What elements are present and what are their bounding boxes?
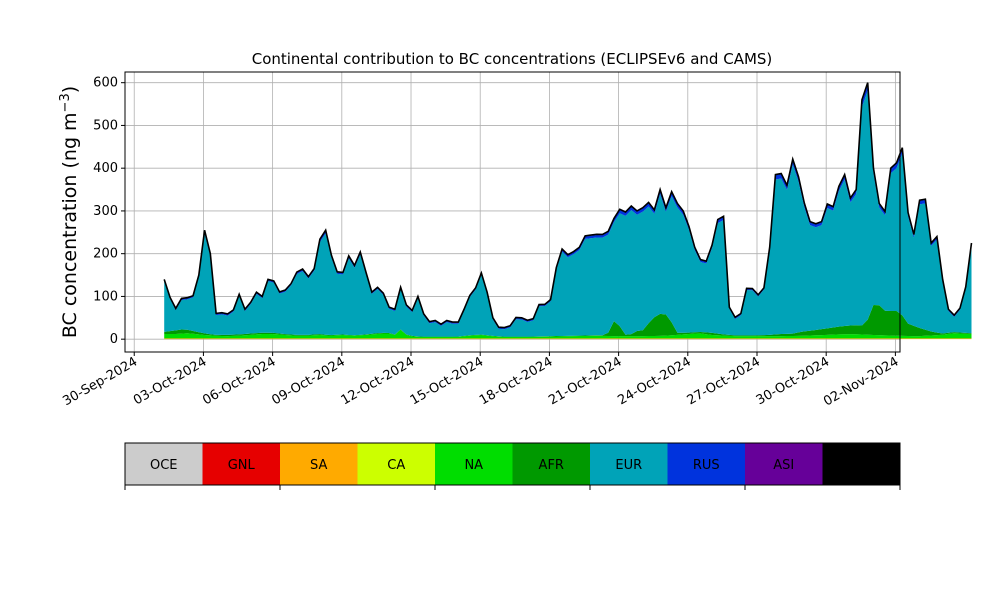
y-axis: 0 100 200 300 400 500 600 xyxy=(93,76,125,347)
legend-label-sa: SA xyxy=(310,458,327,473)
x-tick-label: 12-Oct-2024 xyxy=(339,354,417,408)
legend-swatch-afr xyxy=(512,443,591,485)
legend-swatch-ca xyxy=(357,443,436,485)
legend-label-ca: CA xyxy=(387,458,405,473)
y-axis-label: BC concentration (ng m−3) xyxy=(58,86,81,338)
y-tick-label: 0 xyxy=(110,332,118,347)
legend-swatch-sa xyxy=(280,443,358,485)
x-tick-label: 30-Sep-2024 xyxy=(60,354,140,409)
area-na xyxy=(164,329,972,339)
legend-label-na: NA xyxy=(464,458,483,473)
area-eur xyxy=(164,90,972,337)
x-tick-label: 02-Nov-2024 xyxy=(821,354,901,409)
legend-label-rus: RUS xyxy=(693,458,720,473)
legend-swatch-na xyxy=(435,443,513,485)
x-tick-label: 03-Oct-2024 xyxy=(131,354,209,408)
legend-swatch-asi xyxy=(745,443,823,485)
x-tick-label: 21-Oct-2024 xyxy=(546,354,624,408)
legend-frame xyxy=(124,442,901,486)
legend-label-afr: AFR xyxy=(539,458,564,473)
legend-label-asi: ASI xyxy=(773,458,794,473)
x-tick-label: 27-Oct-2024 xyxy=(685,354,763,408)
legend-swatch-aus xyxy=(822,443,901,485)
stacked-areas xyxy=(163,82,973,340)
y-tick-label: 400 xyxy=(93,161,118,176)
y-tick-label: 600 xyxy=(93,76,118,91)
legend-label-eur: EUR xyxy=(615,458,642,473)
x-tick-label: 06-Oct-2024 xyxy=(200,354,278,408)
legend-swatch-gnl xyxy=(202,443,281,485)
y-tick-label: 200 xyxy=(93,247,118,262)
legend-label-oce: OCE xyxy=(150,458,178,473)
x-tick-label: 18-Oct-2024 xyxy=(477,354,555,408)
legend-label-gnl: GNL xyxy=(228,458,256,473)
legend-swatch-oce xyxy=(125,443,203,485)
series-total-line xyxy=(163,82,973,329)
x-axis: 30-Sep-202403-Oct-202406-Oct-202409-Oct-… xyxy=(60,352,901,409)
legend-label-aus: AUS xyxy=(848,458,875,473)
plot-frame xyxy=(124,71,901,353)
x-tick-label: 24-Oct-2024 xyxy=(615,354,693,408)
x-tick-label: 15-Oct-2024 xyxy=(408,354,486,408)
y-tick-label: 100 xyxy=(93,289,118,304)
x-tick-label: 09-Oct-2024 xyxy=(269,354,347,408)
chart-title: Continental contribution to BC concentra… xyxy=(252,50,773,68)
legend: OCE GNL SA CA NA AFR EUR RUS ASI AUS xyxy=(124,442,901,490)
area-afr xyxy=(164,305,972,338)
legend-swatch-rus xyxy=(667,443,746,485)
area-sa xyxy=(164,338,972,340)
y-tick-label: 300 xyxy=(93,204,118,219)
legend-swatch-eur xyxy=(590,443,668,485)
x-tick-label: 30-Oct-2024 xyxy=(754,354,832,408)
y-tick-label: 500 xyxy=(93,118,118,133)
